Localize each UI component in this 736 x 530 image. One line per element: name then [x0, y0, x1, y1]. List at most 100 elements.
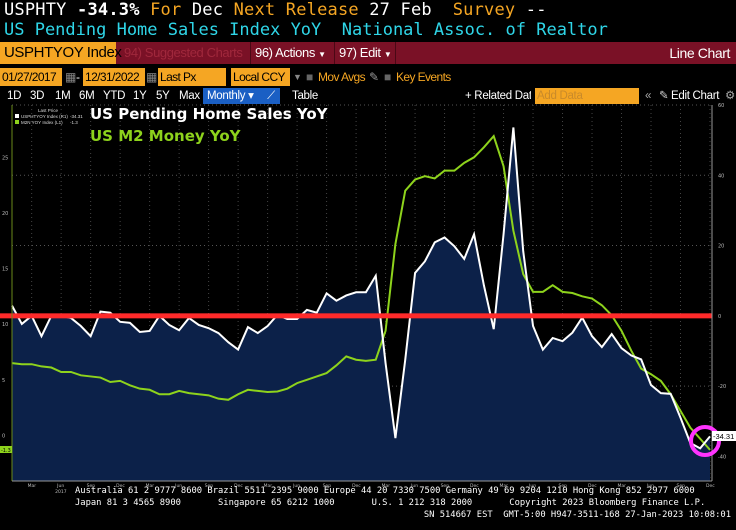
series-fill-area — [12, 127, 710, 481]
left-last-value-tag — [0, 446, 12, 453]
pencil-icon[interactable]: ✎ — [369, 70, 379, 84]
gear-icon[interactable]: ⚙ — [725, 90, 736, 102]
pencil-icon[interactable]: ✎ — [659, 90, 669, 102]
actions-label: 96) Actions — [255, 45, 315, 60]
range-1d[interactable]: 1D — [7, 90, 22, 102]
right-axis-tick-label: 40 — [718, 173, 724, 179]
end-date-input[interactable]: 12/31/2022 — [83, 68, 145, 86]
range-max[interactable]: Max — [179, 90, 200, 102]
start-date-input[interactable]: 01/27/2017 — [0, 68, 62, 86]
right-axis-tick-label: 20 — [718, 244, 724, 250]
legend-swatch-green — [15, 120, 19, 124]
x-axis-tick-label: Sep — [205, 483, 214, 489]
series-line-pending-home-sales — [11, 127, 711, 450]
left-axis-tick-label: 0 — [2, 433, 5, 439]
left-axis-tick-label: 25 — [2, 155, 8, 161]
x-axis-tick-label: Sep — [677, 483, 686, 489]
x-axis-tick-label: Jun — [56, 483, 64, 489]
x-axis-tick-label: Jun — [292, 483, 300, 489]
x-axis-tick-label: Dec — [588, 483, 597, 489]
caret-down-icon: ▼ — [383, 50, 392, 59]
x-axis-tick-label: Sep — [441, 483, 450, 489]
survey-value: -- — [525, 0, 547, 20]
add-data-input[interactable]: Add Data — [535, 88, 639, 104]
line-chart-icon[interactable]: ⟋ — [262, 88, 280, 104]
collapse-icon[interactable]: « — [645, 90, 652, 102]
x-axis-tick-label: Mar — [500, 483, 509, 489]
next-release-label: Next Release — [233, 0, 359, 20]
actions-menu[interactable]: 96) Actions ▼ — [250, 42, 326, 64]
x-axis-year-label: 2017 — [55, 489, 67, 495]
series-line-m2 — [11, 134, 711, 451]
x-axis-tick-label: Mar — [146, 483, 155, 489]
range-1m[interactable]: 1M — [55, 90, 71, 102]
frequency-label: Monthly — [207, 90, 246, 102]
footer-contacts-1: Australia 61 2 9777 8600 Brazil 5511 239… — [75, 486, 695, 496]
next-release-date: 27 Feb — [369, 0, 432, 20]
security-source: National Assoc. of Realtor — [341, 20, 608, 40]
security-name: US Pending Home Sales Index YoY — [4, 20, 322, 40]
legend-label-1: USPHTYOY Index (R1) — [21, 114, 68, 119]
x-axis-tick-label: Sep — [323, 483, 332, 489]
edit-label: 97) Edit — [339, 45, 381, 60]
range-1y[interactable]: 1Y — [133, 90, 147, 102]
chart-title: US Pending Home Sales YoY — [90, 105, 329, 123]
x-axis-tick-label: Sep — [87, 483, 96, 489]
edit-menu[interactable]: 97) Edit ▼ — [334, 42, 397, 64]
suggested-charts-button[interactable]: 94) Suggested Charts — [124, 45, 243, 60]
legend-value-2: -1.3 — [70, 120, 78, 125]
x-axis-tick-label: Dec — [234, 483, 243, 489]
security-input[interactable]: USPHTYOY Index — [0, 42, 122, 64]
footer-session: SN 514667 EST GMT-5:00 H947-3511-168 27-… — [423, 510, 731, 520]
last-value: -34.3% — [77, 0, 140, 20]
legend-value-1: -34.31 — [70, 114, 83, 119]
x-axis-tick-label: Jun — [528, 483, 536, 489]
right-last-value: -34.31 — [713, 432, 734, 441]
x-axis-tick-label: Mar — [382, 483, 391, 489]
x-axis-tick-label: Jun — [410, 483, 418, 489]
for-label: For — [150, 0, 182, 20]
range-3d[interactable]: 3D — [30, 90, 45, 102]
currency-select[interactable]: Local CCY — [231, 68, 290, 86]
range-ytd[interactable]: YTD — [103, 90, 126, 102]
chart-type-label[interactable]: Line Chart — [669, 45, 730, 61]
survey-label: Survey — [452, 0, 516, 20]
right-axis-tick-label: -40 — [718, 454, 726, 460]
legend: Last Price USPHTYOY Index (R1) -34.31 M2… — [15, 108, 83, 125]
legend-label-2: M2N YOY Index (L1) — [21, 120, 63, 125]
security-description: US Pending Home Sales Index YoY National… — [4, 21, 608, 40]
frequency-select[interactable]: Monthly ▾ — [203, 88, 263, 104]
x-axis-tick-label: Mar — [618, 483, 627, 489]
calendar-icon[interactable]: ▦ — [65, 70, 76, 84]
range-toolbar: 1D 3D 1M 6M YTD 1Y 5Y Max Monthly ▾ ⟋ Ta… — [0, 88, 736, 105]
security-header: USPHTY -34.3% For Dec Next Release 27 Fe… — [4, 1, 547, 20]
range-6m[interactable]: 6M — [79, 90, 95, 102]
x-axis-tick-label: Jun — [646, 483, 654, 489]
date-toolbar: 01/27/2017 ▦ - 12/31/2022 ▦ Last Px Loca… — [0, 67, 736, 87]
x-axis-tick-label: Dec — [470, 483, 479, 489]
legend-swatch-white — [15, 114, 19, 118]
range-5y[interactable]: 5Y — [156, 90, 170, 102]
period: Dec — [191, 0, 224, 20]
legend-title: Last Price — [38, 108, 59, 113]
caret-down-icon: ▼ — [318, 50, 326, 59]
mov-avgs-checkbox[interactable]: ■ — [306, 70, 313, 84]
right-last-value-tag — [712, 431, 736, 441]
related-data-button[interactable]: + Related Data — [465, 90, 531, 102]
dropdown-icon[interactable]: ▼ — [293, 72, 302, 82]
mov-avgs-label[interactable]: Mov Avgs — [318, 70, 366, 84]
table-button[interactable]: Table — [292, 90, 318, 102]
left-last-value: -1.3 — [1, 448, 11, 454]
calendar-icon[interactable]: ▦ — [146, 70, 157, 84]
field-select[interactable]: Last Px — [158, 68, 226, 86]
chart-toolbar: USPHTYOY Index 94) Suggested Charts 96) … — [0, 42, 736, 64]
left-axis-tick-label: 20 — [2, 211, 8, 217]
edit-chart-button[interactable]: Edit Chart — [671, 90, 720, 102]
key-events-label[interactable]: Key Events — [396, 70, 451, 84]
right-axis-tick-label: -20 — [718, 384, 726, 390]
left-axis-tick-label: 5 — [2, 378, 5, 384]
x-axis-tick-label: Dec — [706, 483, 715, 489]
key-events-checkbox[interactable]: ■ — [384, 70, 391, 84]
footer-contacts-2: Japan 81 3 4565 8900 Singapore 65 6212 1… — [75, 498, 706, 508]
